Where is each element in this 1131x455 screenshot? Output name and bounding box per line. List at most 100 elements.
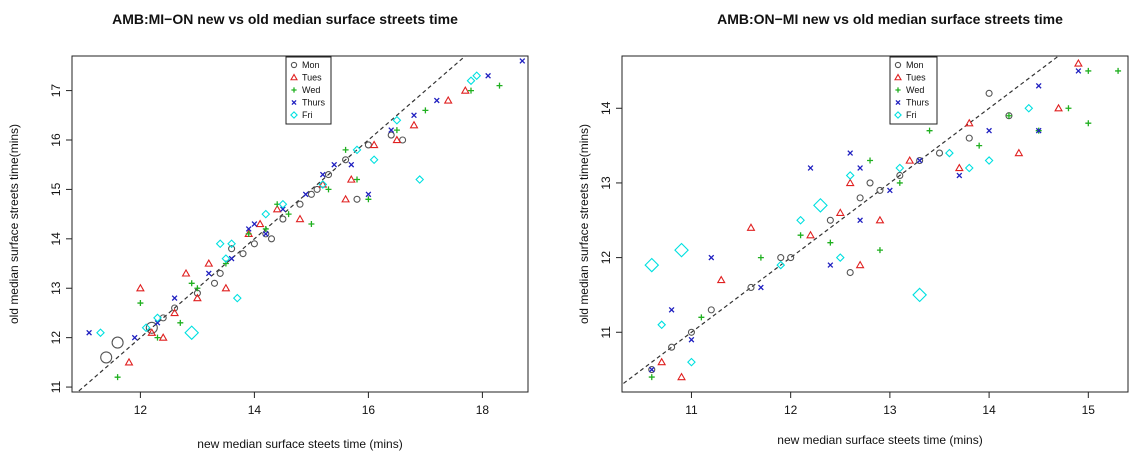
data-point-tues xyxy=(409,120,419,129)
data-point-mon xyxy=(707,306,715,314)
data-point-wed xyxy=(827,239,834,246)
data-point-mon xyxy=(228,245,236,253)
scatter-plot-on-mi: AMB:ON−MI new vs old median surface stre… xyxy=(577,11,1129,447)
data-point-tues xyxy=(204,258,214,267)
y-tick-label: 12 xyxy=(599,251,613,265)
legend-marker-wed xyxy=(895,87,901,93)
y-tick-label: 15 xyxy=(49,182,63,196)
legend-label: Wed xyxy=(302,85,320,95)
data-point-thurs xyxy=(916,157,923,164)
data-point-wed xyxy=(468,87,474,94)
data-point-tues xyxy=(193,293,202,302)
data-point-fri xyxy=(215,239,225,249)
plot-frame xyxy=(621,55,1129,393)
data-point-fri xyxy=(964,163,974,173)
data-point-tues xyxy=(318,179,328,188)
data-point-mon xyxy=(279,215,287,223)
data-point-thurs xyxy=(131,334,138,341)
data-point-mon xyxy=(159,314,167,322)
data-point-tues xyxy=(657,357,667,366)
data-point-thurs xyxy=(1035,83,1042,89)
data-point-mon xyxy=(648,366,656,374)
data-point-wed xyxy=(245,230,252,237)
data-point-fri xyxy=(352,145,362,155)
data-point-tues xyxy=(746,223,756,231)
y-axis-label: old median surface streets time(mins) xyxy=(577,124,591,324)
data-point-tues xyxy=(954,163,964,172)
y-tick-label: 14 xyxy=(599,101,613,115)
data-point-thurs xyxy=(758,284,764,291)
data-point-tues xyxy=(905,155,915,164)
scatter-plot-mi-on: AMB:MI−ON new vs old median surface stre… xyxy=(7,11,529,451)
data-point-wed xyxy=(188,280,195,287)
data-point-tues xyxy=(855,260,865,269)
legend: Mon Tues Wed Thurs Fri xyxy=(889,56,938,125)
data-point-mon xyxy=(342,156,350,164)
data-point-mon xyxy=(364,141,372,149)
data-point-wed xyxy=(1065,105,1072,112)
data-point-fri xyxy=(141,323,151,333)
legend-marker-thurs xyxy=(291,99,297,106)
y-tick-label: 11 xyxy=(49,381,63,394)
data-point-mon xyxy=(985,89,993,97)
data-point-mon xyxy=(896,171,904,180)
data-point-tues xyxy=(295,214,305,223)
chart-panel-left: AMB:MI−ON new vs old median surface stre… xyxy=(0,0,560,455)
data-point-thurs xyxy=(331,161,338,168)
legend-label: Fri xyxy=(302,110,313,120)
data-point-mon xyxy=(399,136,407,144)
data-point-mon xyxy=(787,254,795,262)
data-point-tues xyxy=(136,283,145,292)
data-point-fri xyxy=(1024,103,1034,113)
data-point-tues xyxy=(124,357,134,366)
data-point-fri xyxy=(466,76,476,86)
data-point-thurs xyxy=(887,187,893,194)
data-point-thurs xyxy=(205,270,212,277)
x-tick-label: 14 xyxy=(248,403,262,417)
data-point-mon xyxy=(876,186,884,194)
legend-label: Tues xyxy=(906,73,926,83)
data-point-tues xyxy=(221,283,231,292)
data-point-thurs xyxy=(807,165,814,171)
data-point-mon xyxy=(777,254,785,262)
data-point-thurs xyxy=(485,72,491,79)
data-point-tues xyxy=(1054,103,1063,112)
data-point-fri xyxy=(369,155,379,165)
data-point-wed xyxy=(422,107,429,114)
reference-line xyxy=(76,56,467,392)
data-point-mon xyxy=(747,283,755,292)
data-point-thurs xyxy=(688,336,695,343)
data-point-fri xyxy=(657,320,667,330)
x-axis-label: new median surface steets time (mins) xyxy=(777,433,982,447)
legend-marker-tues xyxy=(290,73,298,81)
data-point-wed xyxy=(262,225,269,232)
data-point-wed xyxy=(797,232,804,239)
data-point-fri xyxy=(415,175,425,184)
y-tick-label: 12 xyxy=(49,331,63,345)
data-point-thurs xyxy=(668,307,675,313)
data-point-thurs xyxy=(847,150,854,156)
data-point-thurs xyxy=(245,226,252,232)
legend-marker-tues xyxy=(894,73,902,81)
data-point-wed xyxy=(194,285,201,292)
data-point-tues xyxy=(170,308,179,317)
data-point-mon xyxy=(100,351,113,364)
data-point-fri xyxy=(687,357,696,367)
data-point-thurs xyxy=(280,206,286,213)
legend-label: Fri xyxy=(906,110,917,120)
data-point-fri xyxy=(96,328,105,338)
chart-title: AMB:ON−MI new vs old median surface stre… xyxy=(717,11,1063,27)
legend-label: Thurs xyxy=(302,98,326,108)
data-point-tues xyxy=(272,204,282,213)
data-point-mon xyxy=(866,179,874,187)
data-point-wed xyxy=(154,334,161,341)
data-point-tues xyxy=(392,135,402,144)
data-point-thurs xyxy=(348,161,355,168)
data-point-tues xyxy=(677,372,686,381)
data-point-tues xyxy=(1014,148,1024,157)
data-point-tues xyxy=(255,219,265,228)
legend: Mon Tues Wed Thurs Fri xyxy=(285,56,332,125)
y-tick-label: 13 xyxy=(49,281,63,295)
data-point-fri xyxy=(813,197,828,213)
data-points xyxy=(86,58,526,381)
